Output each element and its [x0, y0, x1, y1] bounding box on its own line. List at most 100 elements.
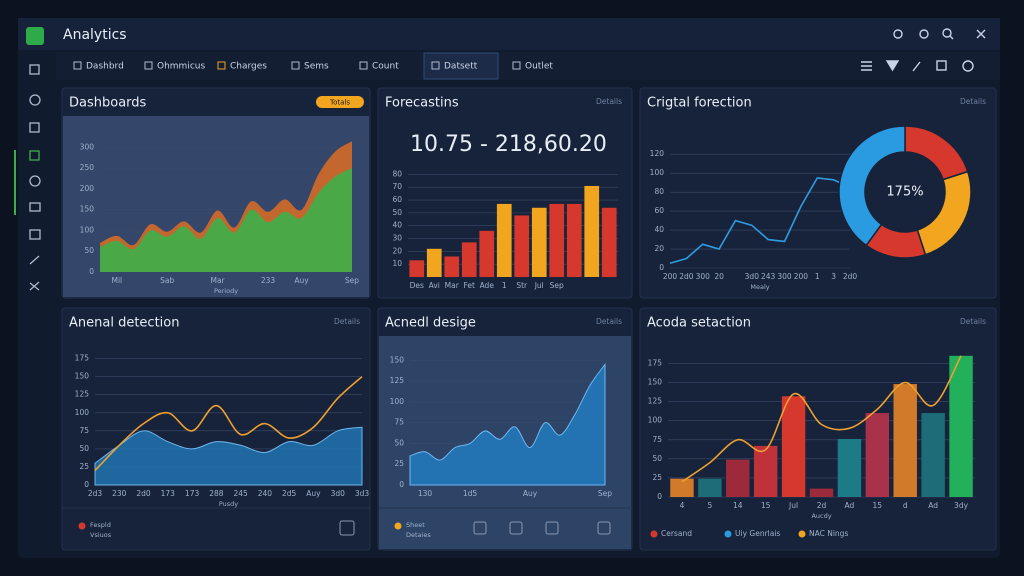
x-tick-label: 4 — [680, 501, 685, 510]
legend-swatch — [724, 530, 732, 538]
toolbar — [56, 52, 1000, 80]
x-tick-label: 130 — [418, 489, 433, 498]
x-tick-label: 3dy — [954, 501, 969, 510]
panel-menu[interactable]: Details — [596, 317, 622, 326]
x-tick-label: Mar — [445, 281, 460, 290]
legend-label[interactable]: Cersand — [661, 529, 692, 538]
x-tick-label: 2d0 — [843, 272, 858, 281]
y-tick-label: 125 — [648, 397, 663, 406]
bar — [496, 203, 512, 277]
panel-title: Crigtal forection — [647, 96, 752, 111]
panel-menu[interactable]: Details — [960, 317, 986, 326]
x-tick-label: 2d5 — [282, 489, 297, 498]
bar — [566, 203, 582, 277]
panel-menu[interactable]: Details — [960, 97, 986, 106]
toolbar-item[interactable]: Dashbrd — [86, 62, 124, 72]
toolbar-right[interactable] — [861, 60, 974, 72]
footer-icon[interactable] — [545, 521, 559, 535]
badge-label: Totals — [329, 99, 350, 107]
y-tick-label: 100 — [80, 225, 95, 234]
y-tick-label: 100 — [648, 416, 663, 425]
donut-slice — [838, 125, 906, 247]
y-tick-label: 50 — [652, 454, 662, 463]
x-tick-label: 300 — [696, 272, 711, 281]
bar — [444, 256, 460, 277]
x-tick-label: 173 — [185, 489, 200, 498]
bar — [601, 207, 617, 277]
footer-button[interactable] — [339, 520, 355, 536]
line — [681, 355, 962, 483]
x-tick-label: 288 — [209, 489, 224, 498]
x-tick-label: Auy — [306, 489, 321, 498]
bar — [584, 185, 600, 277]
panel-menu[interactable]: Details — [596, 97, 622, 106]
x-tick-label: Fet — [464, 281, 476, 290]
y-tick-label: 60 — [392, 195, 402, 204]
bar — [409, 260, 425, 277]
toolbar-icon — [217, 61, 226, 70]
footer-dot — [78, 522, 86, 530]
bar — [531, 207, 547, 277]
area — [94, 426, 363, 486]
x-tick-label: Ade — [480, 281, 495, 290]
y-tick-label: 125 — [390, 376, 405, 385]
y-tick-label: 200 — [80, 184, 95, 193]
line — [94, 376, 363, 472]
legend-label[interactable]: Uiy Genrlais — [735, 529, 780, 538]
y-tick-label: 10 — [392, 259, 402, 268]
app-bar — [18, 18, 1000, 50]
y-tick-label: 75 — [79, 426, 89, 435]
y-tick-label: 80 — [392, 169, 402, 178]
bar — [549, 203, 565, 277]
toolbar-active — [423, 52, 499, 80]
bar — [514, 215, 530, 277]
toolbar-item[interactable]: Charges — [230, 62, 267, 72]
y-tick-label: 25 — [652, 473, 662, 482]
y-tick-label: 100 — [650, 168, 665, 177]
x-tick-label: 3d0 — [745, 272, 760, 281]
x-tick-label: 245 — [233, 489, 248, 498]
y-tick-label: 125 — [75, 390, 90, 399]
bar — [479, 230, 495, 277]
y-tick-label: 100 — [75, 408, 90, 417]
logo — [26, 27, 44, 45]
y-tick-label: 250 — [80, 163, 95, 172]
bar — [698, 478, 722, 497]
y-tick-label: 150 — [648, 378, 663, 387]
window-controls[interactable] — [893, 28, 986, 40]
toolbar-icon — [431, 61, 440, 70]
bar — [461, 242, 477, 277]
badge[interactable] — [316, 96, 364, 108]
x-tick-label: 3 — [831, 272, 836, 281]
y-tick-label: 0 — [399, 480, 404, 489]
panel — [61, 307, 371, 551]
footer-icon[interactable] — [473, 521, 487, 535]
x-axis-label: Pusdy — [219, 500, 238, 508]
x-tick-label: 2d3 — [88, 489, 103, 498]
bar — [670, 478, 694, 497]
footer-text: Vsiuos — [90, 531, 112, 539]
toolbar-item[interactable]: Sems — [304, 62, 329, 72]
legend-label[interactable]: NAC Nings — [809, 529, 848, 538]
sidebar[interactable] — [29, 64, 41, 291]
toolbar-item[interactable]: Count — [372, 62, 399, 72]
toolbar-item[interactable]: Datsett — [444, 62, 478, 72]
toolbar-icon — [144, 61, 153, 70]
legend-swatch — [798, 530, 806, 538]
x-tick-label: Sep — [598, 489, 612, 498]
toolbar-item[interactable]: Outlet — [525, 62, 553, 72]
x-tick-label: 200 — [794, 272, 809, 281]
footer-icon[interactable] — [509, 521, 523, 535]
x-tick-label: 3d3 — [355, 489, 370, 498]
panel-menu[interactable]: Details — [334, 317, 360, 326]
y-tick-label: 175 — [75, 354, 90, 363]
toolbar-item[interactable]: Ohmmicus — [157, 62, 205, 72]
footer-icon[interactable] — [597, 521, 611, 535]
y-tick-label: 50 — [79, 444, 89, 453]
line — [669, 177, 851, 265]
x-tick-label: 3d0 — [331, 489, 346, 498]
x-tick-label: 15 — [761, 501, 771, 510]
bar — [949, 355, 973, 497]
x-tick-label: 233 — [261, 276, 276, 285]
panel-title: Acoda setaction — [647, 316, 751, 331]
